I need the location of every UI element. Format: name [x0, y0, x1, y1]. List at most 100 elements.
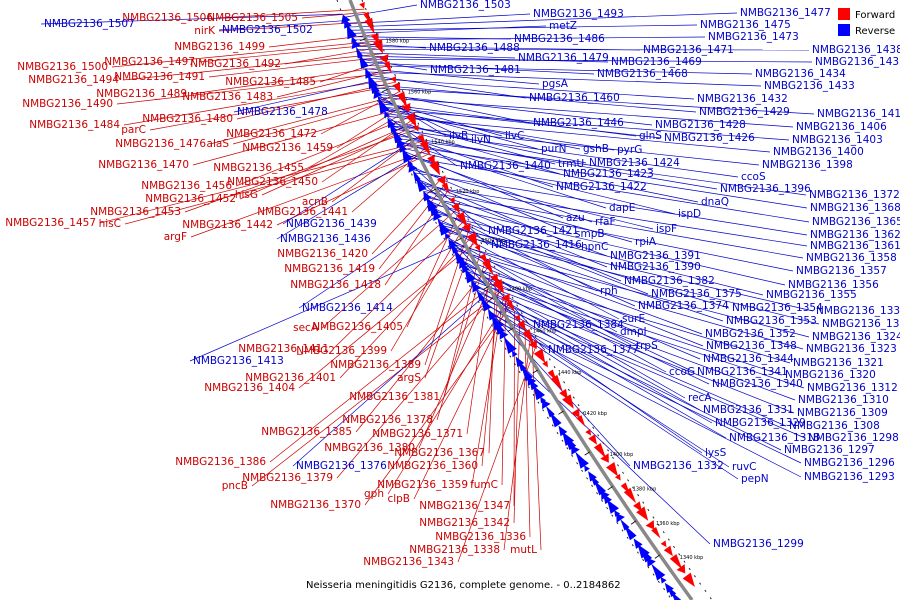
forward-gene-label: NMBG2136_1342 — [419, 517, 510, 529]
reverse-gene-arrow — [471, 280, 477, 287]
forward-connector — [192, 106, 407, 166]
forward-gene-arrow — [396, 91, 408, 108]
reverse-gene-label: NMBG2136_1421 — [488, 225, 579, 237]
reverse-connector — [467, 273, 686, 399]
reverse-connector — [369, 77, 695, 100]
reverse-connector — [452, 246, 704, 347]
forward-gene-label: NMBG2136_1386 — [175, 456, 266, 468]
reverse-connector — [483, 301, 703, 454]
reverse-gene-label: trmU — [558, 158, 584, 170]
reverse-gene-label: NMBG2136_1310 — [798, 394, 889, 406]
forward-gene-arrow — [429, 160, 441, 176]
forward-gene-arrow — [645, 520, 655, 530]
forward-gene-arrow — [451, 202, 460, 214]
reverse-connector — [493, 319, 802, 478]
reverse-gene-arrow — [438, 221, 450, 236]
forward-connector — [235, 116, 412, 187]
reverse-connector — [386, 116, 771, 153]
scale-tick-mark — [507, 328, 514, 332]
forward-gene-arrow — [364, 17, 375, 35]
reverse-gene-arrow — [433, 211, 443, 222]
reverse-gene-label: azu — [566, 212, 585, 224]
reverse-connector — [423, 191, 804, 259]
reverse-gene-label: NMBG2136_1429 — [699, 106, 790, 118]
reverse-connector — [441, 225, 620, 320]
forward-gene-label: NMBG2136_1378 — [342, 414, 433, 426]
reverse-gene-arrow — [533, 385, 546, 401]
reverse-gene-arrow — [402, 148, 413, 164]
reverse-gene-arrow — [511, 350, 518, 358]
reverse-connector — [490, 313, 802, 464]
scale-tick-mark — [558, 410, 564, 415]
forward-connector — [198, 43, 379, 63]
reverse-gene-label: NMBG2136_1435 — [815, 56, 900, 68]
forward-gene-arrow — [405, 112, 417, 128]
reverse-gene-label: rfaF — [595, 216, 616, 228]
forward-connector — [216, 8, 365, 19]
reverse-connector — [383, 109, 790, 141]
reverse-gene-label: NMBG2136_1329 — [715, 417, 806, 429]
forward-gene-label: NMBG2136_1441 — [257, 206, 348, 218]
scale-tick-label: 1520 kbp — [456, 189, 480, 195]
reverse-gene-label: NMBG2136_1398 — [762, 159, 853, 171]
scale-tick-mark — [382, 88, 388, 93]
forward-connector — [251, 290, 503, 487]
reverse-gene-label: NMBG2136_1374 — [638, 300, 729, 312]
scale-tick-label: 1460 kbp — [533, 328, 557, 334]
forward-gene-label: NMBG2136_1370 — [270, 499, 361, 511]
reverse-gene-label: NMBG2136_1469 — [611, 56, 702, 68]
reverse-gene-label: ilvC — [505, 130, 524, 142]
reverse-gene-arrow — [445, 232, 451, 240]
forward-gene-label: parC — [121, 124, 146, 136]
reverse-connector — [276, 160, 409, 240]
reverse-connector — [400, 144, 808, 209]
reverse-connector — [454, 249, 804, 350]
reverse-gene-label: NMBG2136_1332 — [633, 460, 724, 472]
reverse-connector — [474, 286, 795, 414]
forward-gene-label: fumC — [470, 479, 498, 491]
forward-connector — [336, 103, 406, 149]
reverse-connector — [355, 45, 641, 51]
reverse-gene-label: NMBG2136_1507 — [44, 18, 135, 30]
forward-gene-label: NMBG2136_1399 — [296, 345, 387, 357]
forward-connector — [190, 150, 428, 238]
forward-gene-arrow — [633, 501, 643, 512]
reverse-connector — [378, 97, 794, 128]
forward-connector — [413, 302, 510, 500]
forward-gene-arrow — [466, 232, 478, 247]
forward-gene-arrow — [623, 487, 637, 504]
forward-connector — [378, 184, 446, 270]
reverse-connector — [426, 197, 794, 272]
forward-connector — [298, 242, 476, 389]
reverse-gene-arrow — [388, 120, 397, 133]
scale-tick-label: 1440 kbp — [558, 370, 582, 376]
forward-connector — [531, 341, 542, 551]
forward-gene-label: NMBG2136_1506 — [122, 12, 213, 24]
reverse-gene-arrow — [420, 184, 426, 192]
reverse-connector — [471, 280, 796, 401]
reverse-gene-label: NMBG2136_1475 — [700, 19, 791, 31]
forward-connector — [384, 190, 449, 286]
reverse-gene-arrow — [603, 493, 612, 505]
forward-gene-arrow — [600, 453, 609, 463]
reverse-gene-label: NMBG2136_1372 — [809, 189, 900, 201]
reverse-gene-arrow — [571, 445, 580, 455]
forward-gene-label: argS — [397, 372, 421, 384]
reverse-gene-label: NMBG2136_1432 — [697, 93, 788, 105]
connector-lines — [40, 4, 820, 563]
reverse-gene-arrow — [461, 262, 470, 274]
forward-connector — [232, 97, 403, 145]
reverse-gene-arrow — [428, 200, 439, 217]
reverse-gene-label: NMBG2136_1406 — [796, 121, 887, 133]
reverse-gene-label: NMBG2136_1361 — [810, 240, 900, 252]
forward-gene-label: NMBG2136_1453 — [90, 206, 181, 218]
forward-connector — [466, 269, 491, 435]
forward-gene-label: NMBG2136_1457 — [5, 217, 96, 229]
map-caption: Neisseria meningitidis G2136, complete g… — [306, 580, 621, 591]
forward-gene-label: NMBG2136_1360 — [387, 460, 478, 472]
reverse-gene-label: NMBG2136_1460 — [529, 92, 620, 104]
reverse-gene-label: NMBG2136_1486 — [514, 33, 605, 45]
reverse-gene-label: NMBG2136_1471 — [643, 44, 734, 56]
reverse-gene-arrow — [399, 142, 408, 153]
